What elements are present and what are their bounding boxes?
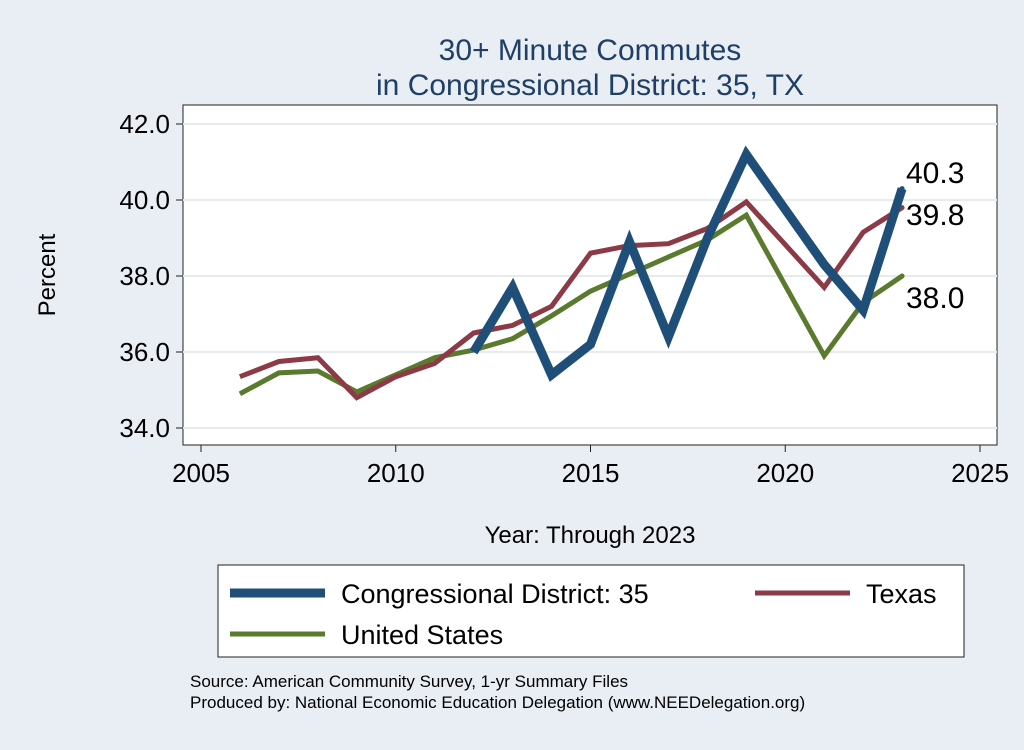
- y-tick-label: 42.0: [119, 109, 170, 139]
- legend: Congressional District: 35 Texas United St…: [230, 579, 937, 650]
- x-axis-label: Year: Through 2023: [485, 522, 696, 549]
- y-axis-label: Percent: [34, 233, 61, 316]
- legend-label: Congressional District: 35: [341, 579, 649, 609]
- x-tick-label: 2010: [367, 458, 425, 488]
- y-tick-label: 36.0: [119, 337, 170, 367]
- chart-title-line-2: in Congressional District: 35, TX: [376, 69, 804, 102]
- chart-title-line-1: 30+ Minute Commutes: [439, 34, 742, 67]
- legend-label: Texas: [866, 579, 937, 609]
- x-tick-label: 2015: [562, 458, 620, 488]
- legend-box: [217, 564, 965, 658]
- x-tick-label: 2020: [756, 458, 814, 488]
- grid-lines: [183, 123, 997, 429]
- source-line-1: Source: American Community Survey, 1-yr …: [190, 672, 628, 691]
- y-tick-label: 38.0: [119, 261, 170, 291]
- series-line: [469, 145, 907, 382]
- series-end-label: 39.8: [906, 199, 964, 232]
- series-end-point: [899, 273, 905, 279]
- x-tick-label: 2005: [172, 458, 230, 488]
- series-lines: [238, 145, 907, 401]
- source-line-2: Produced by: National Economic Education…: [190, 693, 805, 712]
- series-line: [238, 198, 904, 401]
- series-end-label: 40.3: [906, 157, 964, 190]
- y-tick-label: 34.0: [119, 413, 170, 443]
- y-tick-label: 40.0: [119, 185, 170, 215]
- axes: 34.0 36.0 38.0 40.0 42.0 2005 2010 2015 2020 2025: [119, 109, 1009, 488]
- legend-label: United States: [341, 620, 503, 650]
- x-tick-label: 2025: [951, 458, 1009, 488]
- end-labels: 40.3 39.8 38.0: [906, 157, 964, 315]
- series-end-point: [899, 186, 905, 192]
- series-end-label: 38.0: [906, 282, 964, 315]
